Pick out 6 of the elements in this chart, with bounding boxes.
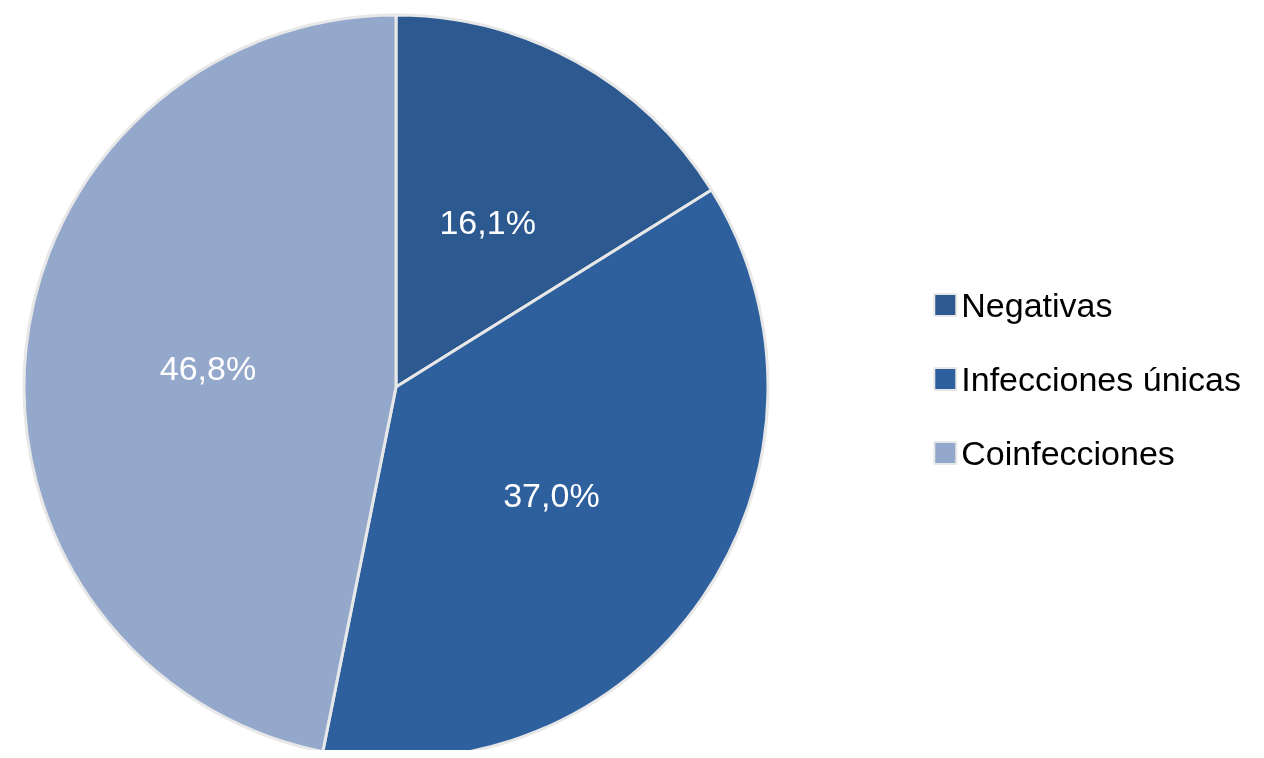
legend-label: Infecciones únicas — [961, 360, 1242, 398]
legend-label: Coinfecciones — [961, 434, 1175, 472]
data-label: 16,1% — [439, 202, 536, 241]
data-label: 37,0% — [503, 475, 600, 514]
data-label: 46,8% — [159, 349, 257, 388]
legend-label: Negativas — [961, 286, 1113, 324]
